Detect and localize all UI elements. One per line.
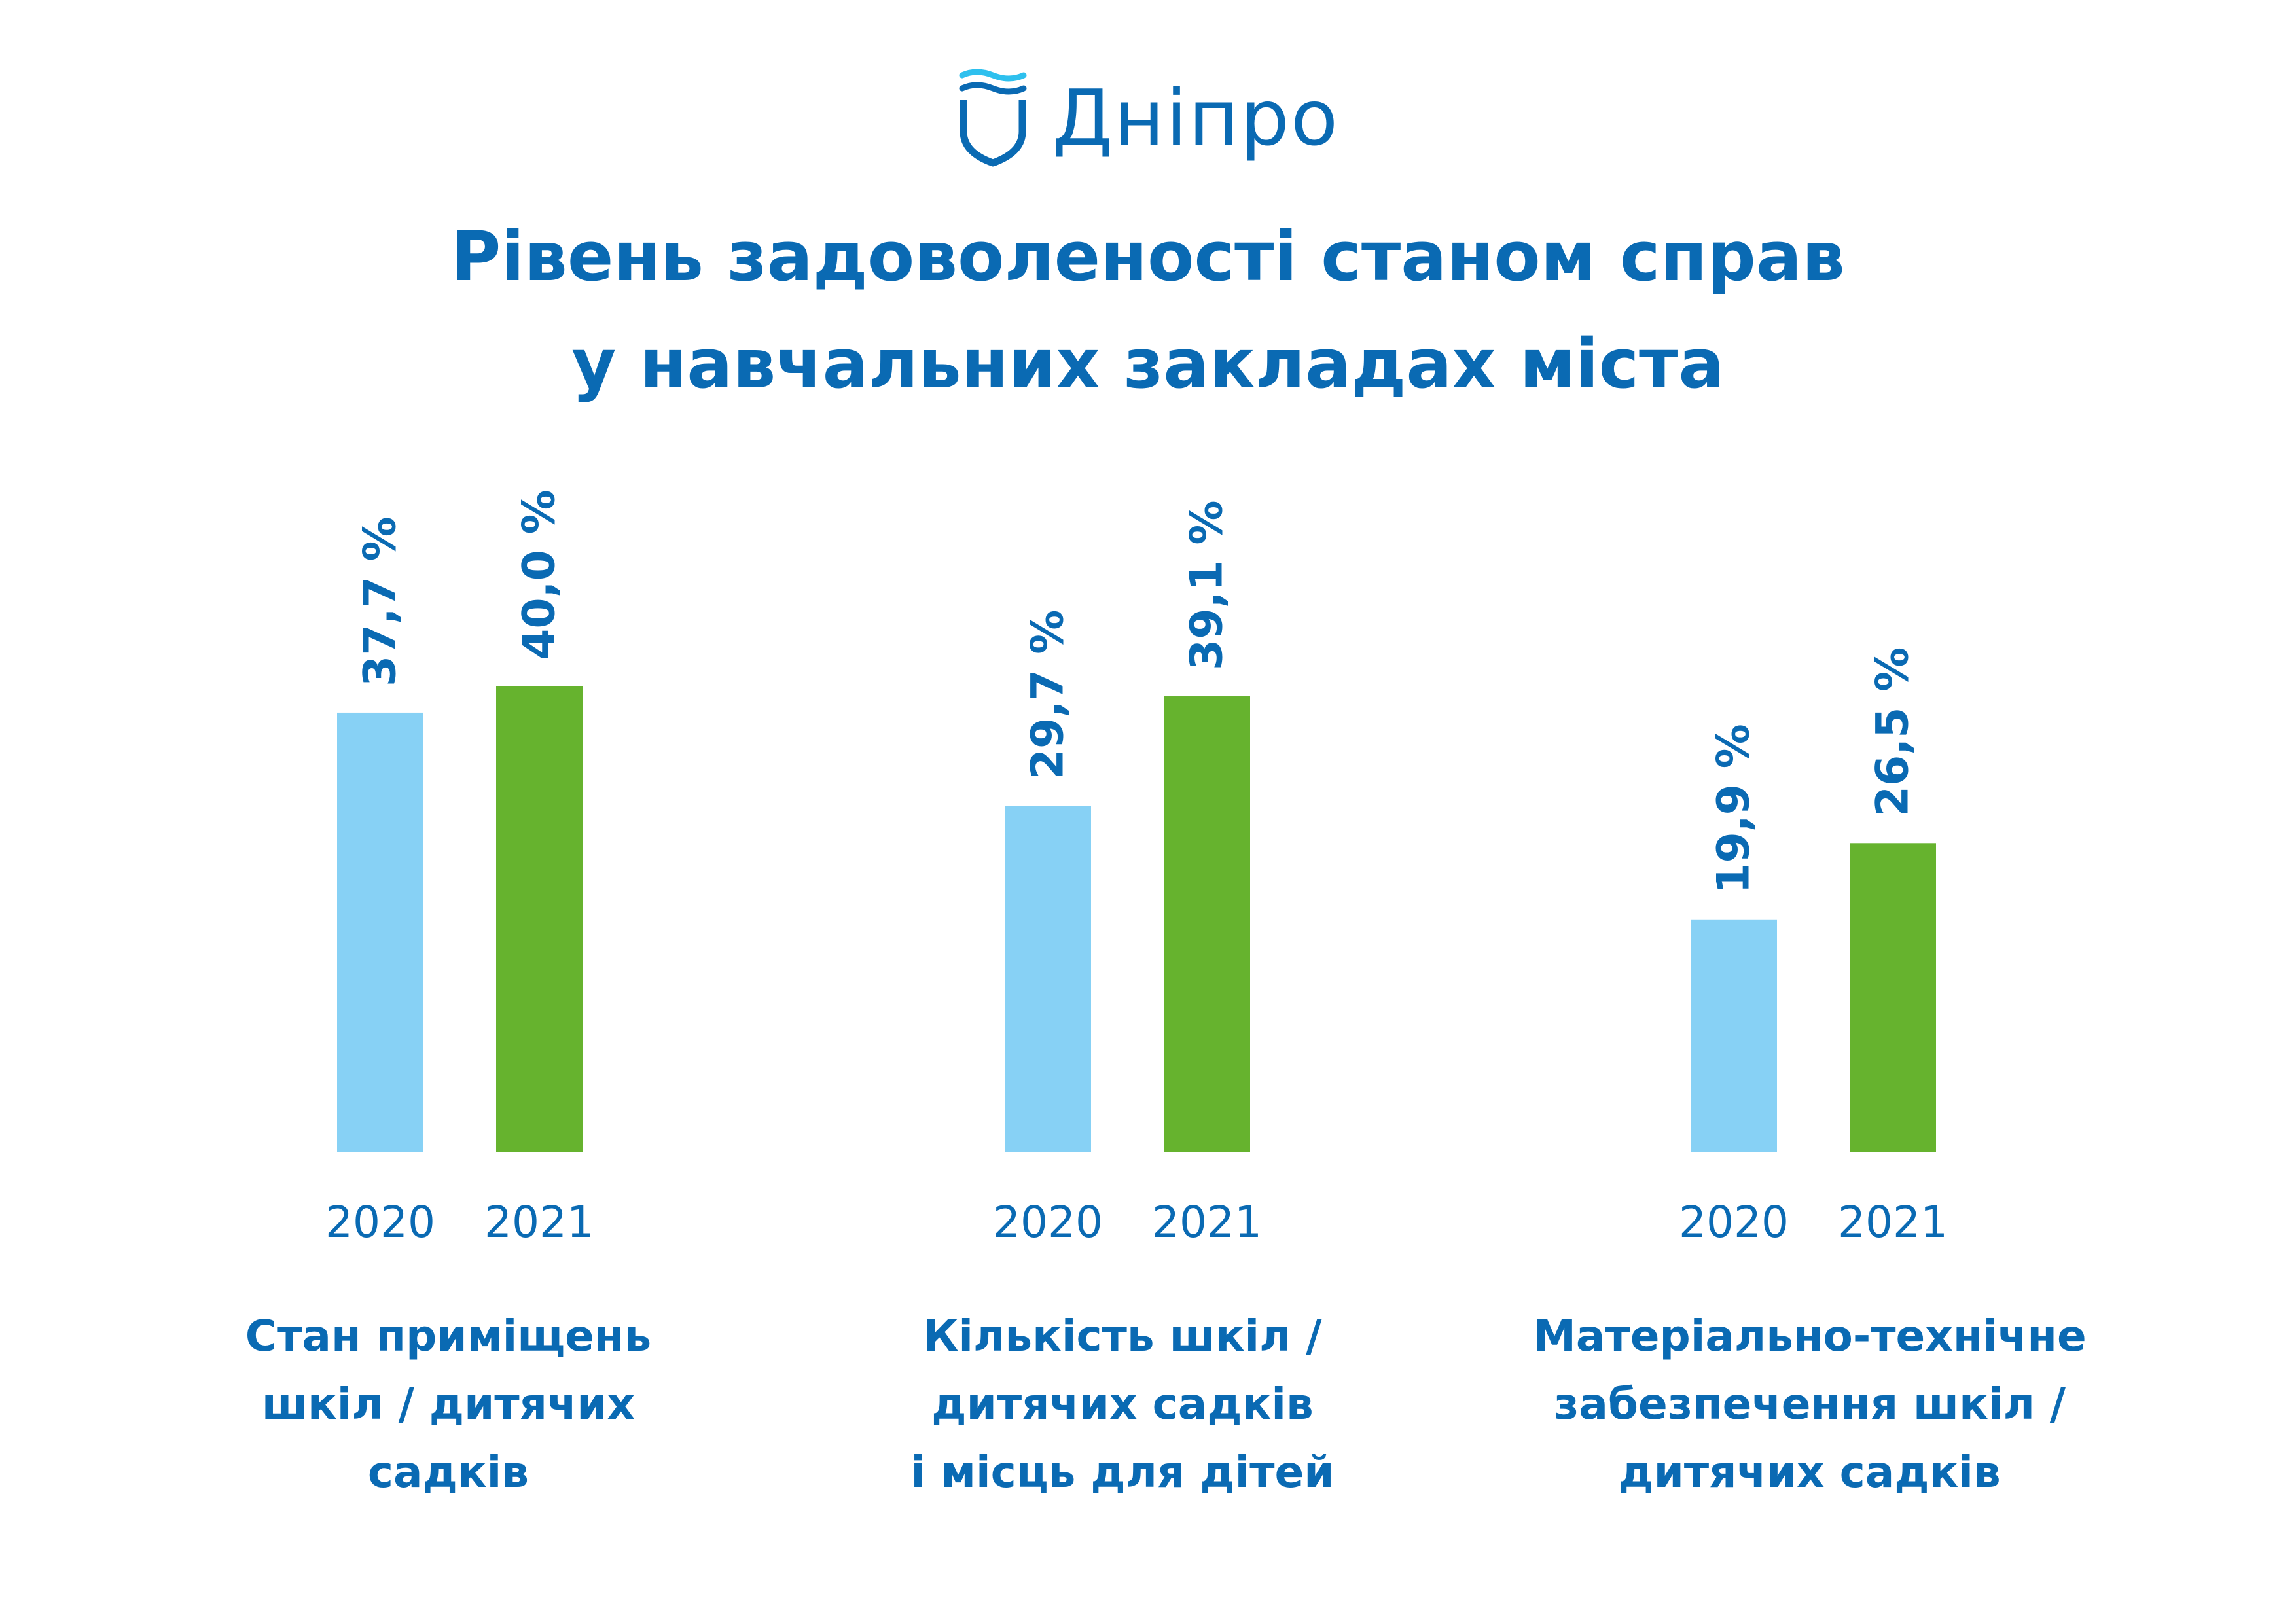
value-label-2-2021: 39,1 %: [1181, 500, 1233, 670]
caption-line: садків: [367, 1447, 529, 1497]
caption-line: і місць для дітей: [910, 1447, 1335, 1497]
caption-line: забезпечення шкіл /: [1553, 1379, 2066, 1429]
page-title: Рівень задоволеності станом справ у навч…: [0, 203, 2296, 418]
value-label-1-2021: 40,0 %: [514, 490, 565, 660]
caption-line: Матеріально-технічне: [1533, 1311, 2087, 1361]
value-label-3-2021: 26,5 %: [1867, 647, 1919, 817]
bar-3-2020: [1691, 919, 1777, 1152]
year-label-3-2020: 2020: [1679, 1197, 1789, 1247]
value-label-2-2020: 29,7 %: [1022, 610, 1074, 780]
bar-1-2021: [496, 686, 583, 1152]
year-label-2-2020: 2020: [993, 1197, 1103, 1247]
bar-3-2021: [1850, 843, 1936, 1152]
year-label-1-2020: 2020: [325, 1197, 435, 1247]
brand-name: Дніпро: [1052, 73, 1340, 163]
caption-line: Кількість шкіл /: [923, 1311, 1322, 1361]
value-label-1-2020: 37,7 %: [355, 516, 406, 687]
caption-line: шкіл / дитячих: [261, 1379, 636, 1429]
group-caption-3: Матеріально-технічне забезпечення шкіл /…: [1482, 1302, 2137, 1507]
year-label-1-2021: 2021: [484, 1197, 594, 1247]
bar-2-2020: [1005, 806, 1091, 1152]
value-label-3-2020: 19,9 %: [1708, 724, 1760, 894]
year-label-3-2021: 2021: [1838, 1197, 1948, 1247]
bar-2-2021: [1164, 696, 1250, 1152]
bar-1-2020: [337, 712, 423, 1152]
shield-wave-logo-icon: [959, 69, 1027, 167]
title-line-2: у навчальних закладах міста: [571, 324, 1725, 404]
group-caption-2: Кількість шкіл / дитячих садків і місць …: [795, 1302, 1450, 1507]
caption-line: дитячих садків: [1619, 1447, 2001, 1497]
caption-line: Стан приміщень: [245, 1311, 652, 1361]
group-caption-1: Стан приміщень шкіл / дитячих садків: [121, 1302, 776, 1507]
caption-line: дитячих садків: [931, 1379, 1314, 1429]
logo: Дніпро: [0, 62, 2296, 173]
title-line-1: Рівень задоволеності станом справ: [451, 217, 1845, 296]
year-label-2-2021: 2021: [1152, 1197, 1262, 1247]
